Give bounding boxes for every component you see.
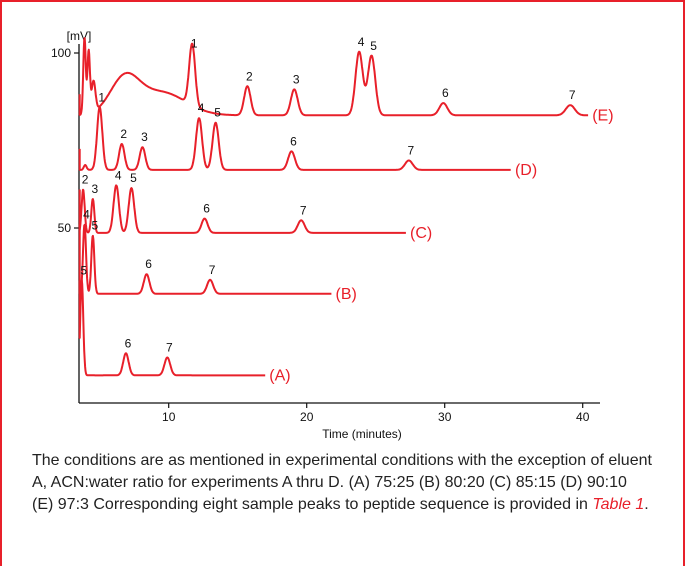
peak-label: 4 <box>358 35 365 49</box>
peak-label: 7 <box>209 263 216 277</box>
peak-label: 4 <box>83 208 90 222</box>
chromatogram-traces <box>78 37 589 377</box>
peak-label: 3 <box>141 130 148 144</box>
figure-caption: The conditions are as mentioned in exper… <box>32 450 652 516</box>
peak-label: 4 <box>115 168 122 182</box>
x-tick-label: 20 <box>300 410 314 424</box>
peak-labels: (E)12 34 56 7(D)12 34 567(C)234 56 7(B)456 7(A)5… <box>80 35 613 384</box>
peak-label: 7 <box>166 341 173 355</box>
x-tick-label: 40 <box>576 410 590 424</box>
caption-text: The conditions are as mentioned in exper… <box>32 452 652 513</box>
peak-label: 7 <box>569 88 576 102</box>
x-tick-label: 30 <box>438 410 452 424</box>
peak-label: 2 <box>120 127 127 141</box>
peak-label: 5 <box>370 39 377 53</box>
peak-label: 3 <box>293 72 300 86</box>
axes: [mV] Time (minutes) <box>67 29 600 441</box>
peak-label: 5 <box>80 264 87 278</box>
y-axis-unit-label: [mV] <box>67 29 92 43</box>
peak-label: 6 <box>442 86 449 100</box>
peak-label: 5 <box>130 171 137 185</box>
trace-label: (A) <box>269 367 290 384</box>
trace-label: (B) <box>336 286 357 303</box>
peak-label: 6 <box>290 134 297 148</box>
x-axis-title: Time (minutes) <box>322 427 402 441</box>
trace-line <box>78 37 589 117</box>
peak-label: 2 <box>246 69 253 83</box>
peak-label: 6 <box>203 202 210 216</box>
y-tick-label: 50 <box>58 221 72 235</box>
trace-line <box>78 184 407 234</box>
frame-left-rule <box>0 0 2 566</box>
caption-end: . <box>644 496 649 513</box>
trace-label: (D) <box>515 162 537 179</box>
frame-top-rule <box>0 0 685 2</box>
table-reference-link[interactable]: Table 1 <box>592 496 645 513</box>
y-tick-label: 100 <box>51 46 71 60</box>
peak-label: 7 <box>407 143 414 157</box>
peak-label: 6 <box>145 257 152 271</box>
peak-label: 7 <box>300 203 307 217</box>
peak-label: 5 <box>214 106 221 120</box>
peak-label: 6 <box>125 336 132 350</box>
frame-right-rule <box>683 0 685 566</box>
trace-line <box>78 106 512 171</box>
trace-line <box>78 279 266 377</box>
peak-label: 1 <box>191 37 198 51</box>
peak-label: 5 <box>91 219 98 233</box>
trace-line <box>78 223 332 295</box>
trace-label: (E) <box>592 107 613 124</box>
peak-label: 3 <box>91 182 98 196</box>
x-tick-label: 10 <box>162 410 176 424</box>
trace-label: (C) <box>410 225 432 242</box>
peak-label: 1 <box>98 90 105 104</box>
peak-label: 4 <box>198 101 205 115</box>
axis-ticks: 10 20 30 40 50 100 <box>51 46 590 424</box>
peak-label: 2 <box>82 173 89 187</box>
